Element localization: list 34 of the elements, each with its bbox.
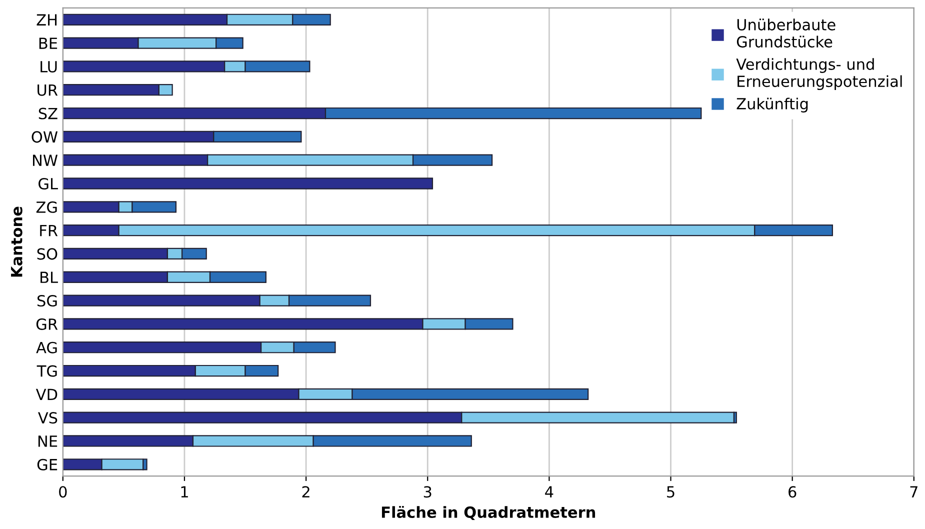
x-tick-label: 1 [181, 486, 188, 498]
x-tick-label: 5 [667, 486, 674, 498]
y-tick-label: VS [38, 412, 58, 424]
y-tick-label: NW [33, 154, 58, 166]
y-tick-label: SZ [38, 108, 58, 120]
y-tick-label: GE [37, 458, 58, 470]
x-tick-label: 0 [59, 486, 67, 498]
legend-label: Unüberbaute Grundstücke [736, 18, 836, 48]
y-tick-label: ZH [36, 14, 57, 26]
y-tick-label: LU [40, 61, 57, 72]
y-tick-label: BE [39, 38, 58, 49]
y-tick-label: SG [38, 295, 57, 307]
legend-label: Verdichtungs- und Erneuerungspotenzial [736, 58, 902, 90]
y-tick-label: VD [36, 388, 58, 400]
x-tick-label: 6 [788, 486, 796, 498]
y-tick-label: OW [32, 131, 58, 143]
x-tick-label: 7 [910, 486, 918, 498]
bar [62, 178, 434, 190]
y-tick-label: GR [36, 318, 58, 330]
y-tick-label: SO [37, 248, 58, 260]
y-tick-label: GL [38, 178, 58, 190]
x-tick-label: 2 [302, 486, 310, 498]
y-tick-label: NE [38, 436, 58, 447]
y-tick-label: FR [40, 224, 58, 236]
y-axis-title: Kantone [11, 206, 22, 277]
y-tick-label: BL [40, 272, 58, 283]
y-tick-label: ZG [36, 201, 57, 213]
y-tick-label: UR [38, 84, 58, 96]
x-tick-label: 4 [545, 486, 554, 498]
legend-label: Zukünftig [736, 98, 808, 112]
y-tick-label: TG [36, 365, 57, 377]
x-axis-title: Fläche in Quadratmetern [382, 506, 596, 520]
y-tick-label: AG [36, 342, 57, 354]
x-tick-label: 3 [424, 486, 432, 498]
